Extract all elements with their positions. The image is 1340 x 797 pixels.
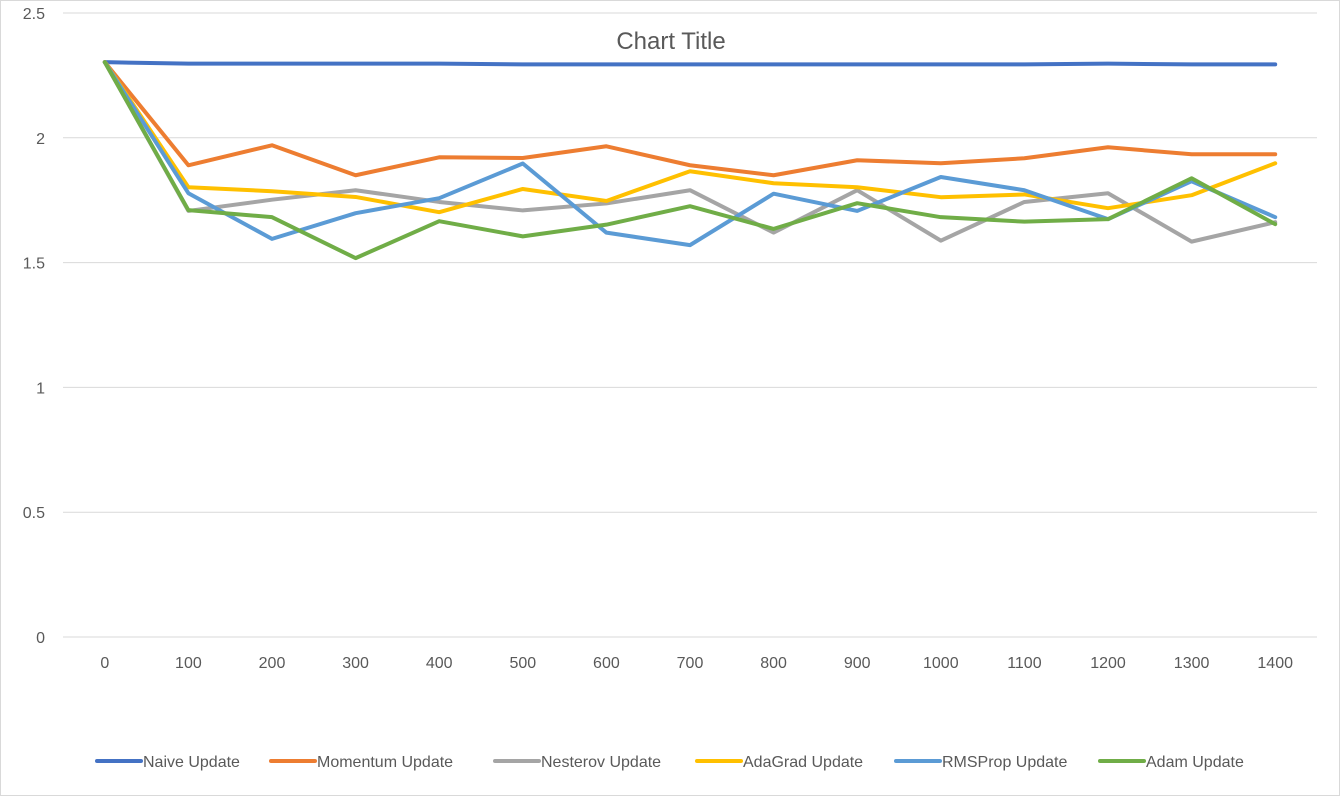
legend-item: AdaGrad Update bbox=[697, 754, 863, 771]
y-tick-label: 0.5 bbox=[23, 505, 45, 522]
legend-item: Naive Update bbox=[97, 754, 240, 771]
x-tick-label: 1300 bbox=[1174, 655, 1210, 672]
x-tick-label: 200 bbox=[259, 655, 286, 672]
legend-item: Nesterov Update bbox=[495, 754, 661, 771]
x-tick-label: 500 bbox=[509, 655, 536, 672]
series-line bbox=[105, 62, 1275, 258]
y-tick-label: 1.5 bbox=[23, 256, 45, 273]
series-adam-update bbox=[105, 62, 1275, 258]
x-axis-ticks: 0 100 200 300 400 500 600 700 800 900 1000 1100 1200… bbox=[100, 655, 1293, 672]
chart-title: Chart Title bbox=[616, 28, 725, 55]
x-tick-label: 600 bbox=[593, 655, 620, 672]
legend-item: Adam Update bbox=[1100, 754, 1244, 771]
legend-label: Naive Update bbox=[143, 754, 240, 771]
x-tick-label: 1400 bbox=[1257, 655, 1293, 672]
series-naive-update bbox=[105, 62, 1275, 64]
legend-label: RMSProp Update bbox=[942, 754, 1067, 771]
series-lines bbox=[105, 62, 1275, 258]
x-tick-label: 700 bbox=[677, 655, 704, 672]
x-tick-label: 1200 bbox=[1090, 655, 1126, 672]
y-tick-label: 0 bbox=[36, 630, 45, 647]
legend-label: Nesterov Update bbox=[541, 754, 661, 771]
legend-label: AdaGrad Update bbox=[743, 754, 863, 771]
x-tick-label: 100 bbox=[175, 655, 202, 672]
series-momentum-update bbox=[105, 62, 1275, 175]
x-tick-label: 300 bbox=[342, 655, 369, 672]
y-tick-label: 2 bbox=[36, 131, 45, 148]
legend-label: Adam Update bbox=[1146, 754, 1244, 771]
legend-label: Momentum Update bbox=[317, 754, 453, 771]
series-line bbox=[105, 62, 1275, 175]
legend: Naive Update Momentum Update Nesterov Upda… bbox=[97, 754, 1244, 771]
x-tick-label: 1000 bbox=[923, 655, 959, 672]
y-tick-label: 2.5 bbox=[23, 6, 45, 23]
y-tick-label: 1 bbox=[36, 380, 45, 397]
legend-item: RMSProp Update bbox=[896, 754, 1067, 771]
x-tick-label: 1100 bbox=[1007, 655, 1042, 672]
legend-item: Momentum Update bbox=[271, 754, 453, 771]
x-tick-label: 800 bbox=[760, 655, 787, 672]
x-tick-label: 900 bbox=[844, 655, 871, 672]
series-line bbox=[105, 62, 1275, 64]
x-tick-label: 0 bbox=[100, 655, 109, 672]
gridlines bbox=[63, 13, 1317, 637]
y-axis-ticks: 0 0.5 1 1.5 2 2.5 bbox=[23, 6, 45, 647]
x-tick-label: 400 bbox=[426, 655, 453, 672]
